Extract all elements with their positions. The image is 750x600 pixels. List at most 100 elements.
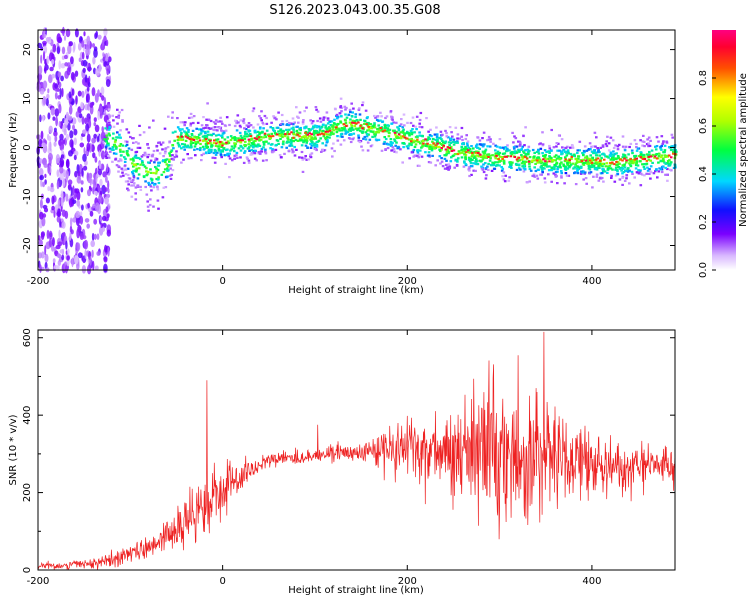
spectrogram-cell: [358, 113, 362, 116]
spectrogram-cell: [520, 147, 524, 150]
spectrogram-cell: [148, 126, 151, 129]
spectrogram-cell: [482, 163, 485, 166]
spectrogram-cell: [365, 135, 369, 138]
spectrogram-cell: [301, 158, 305, 161]
spectrogram-cell: [571, 145, 574, 148]
spectrogram-cell: [406, 121, 409, 124]
spectrogram-noise-blob: [45, 37, 51, 42]
spectrogram-cell: [123, 164, 127, 167]
spectrogram-cell: [155, 157, 159, 161]
spectrogram-cell: [443, 154, 446, 157]
spectrogram-cell: [527, 153, 530, 156]
spectrogram-cell: [282, 133, 286, 136]
spectrogram-cell: [454, 141, 458, 144]
spectrogram-cell: [546, 157, 550, 160]
spectrogram-cell: [254, 139, 257, 142]
spectrogram-cell: [655, 168, 658, 171]
colorbar-tick-label: 0.4: [698, 166, 709, 182]
spectrogram-cell: [191, 129, 195, 132]
spectrogram-peak-cell: [215, 142, 218, 145]
spectrogram-cell: [114, 147, 118, 150]
spectrogram-cell: [320, 125, 324, 128]
spectrogram-cell: [481, 137, 484, 140]
spectrogram-noise-blob: [61, 209, 66, 217]
spectrogram-noise-blob: [94, 156, 98, 163]
spectrogram-cell: [233, 136, 236, 139]
spectrogram-cell: [217, 147, 221, 150]
spectrogram-cell: [374, 138, 378, 141]
spectrogram-cell: [357, 134, 360, 137]
spectrogram-cell: [470, 150, 473, 153]
spectrogram-noise-blob: [67, 179, 73, 185]
spectrogram-noise-blob: [44, 253, 49, 263]
spectrogram-cell: [491, 164, 494, 167]
spectrogram-cell: [379, 119, 382, 122]
spectrogram-noise-blob: [47, 165, 50, 174]
spectrogram-cell: [370, 127, 374, 130]
spectrogram-cell: [184, 121, 187, 124]
spectrogram-cell: [207, 127, 210, 130]
spectrogram-cell: [116, 108, 119, 111]
spectrogram-cell: [446, 166, 449, 169]
spectrogram-cell: [519, 168, 522, 171]
spectrogram-cell: [195, 136, 198, 139]
spectrogram-cell: [661, 159, 665, 162]
spectrogram-cell: [402, 142, 405, 145]
spectrogram-cell: [600, 156, 603, 159]
spectrogram-cell: [416, 154, 419, 157]
spectrogram-cell: [189, 136, 193, 139]
spectrogram-cell: [526, 181, 529, 184]
spectrogram-cell: [121, 120, 124, 123]
spectrogram-cell: [571, 162, 574, 165]
spectrogram-cell: [654, 145, 657, 148]
spectrogram-cell: [352, 107, 355, 110]
spectrogram-cell: [331, 125, 334, 128]
spectrogram-cell: [597, 150, 600, 153]
spectrogram-noise-blob: [72, 124, 75, 131]
spectrogram-cell: [395, 151, 398, 154]
spectrogram-noise-blob: [91, 249, 94, 258]
spectrogram-cell: [487, 153, 491, 156]
spectrogram-cell: [304, 125, 308, 129]
spectrogram-cell: [142, 154, 145, 157]
spectrogram-noise-blob: [77, 90, 82, 97]
spectrogram-cell: [362, 137, 365, 140]
spectrogram-cell: [606, 171, 609, 174]
spectrogram-cell: [165, 163, 169, 166]
spectrogram-cell: [594, 151, 597, 154]
spectrogram-cell: [247, 129, 250, 132]
spectrogram-cell: [269, 126, 272, 129]
spectrogram-cell: [365, 132, 369, 136]
spectrogram-noise-blob: [68, 41, 72, 47]
spectrogram-noise-blob: [67, 44, 72, 55]
spectrogram-peak-cell: [544, 160, 547, 163]
spectrogram-cell: [192, 121, 195, 125]
spectrogram-cell: [592, 145, 595, 148]
spectrogram-cell: [649, 139, 652, 142]
spectrogram-cell: [175, 155, 179, 158]
spectrogram-noise-blob: [75, 111, 80, 118]
spectrogram-noise-blob: [45, 98, 49, 107]
spectrogram-cell: [114, 145, 118, 148]
spectrogram-cell: [357, 127, 360, 130]
colorbar-tick-label: 0.0: [698, 262, 709, 278]
spectrogram-cell: [606, 167, 610, 170]
spectrogram-cell: [528, 165, 531, 168]
spectrogram-cell: [595, 157, 598, 160]
spectrogram-cell: [292, 128, 295, 131]
spectrogram-cell: [474, 162, 478, 166]
spectrogram-cell: [556, 149, 559, 152]
spectrogram-cell: [309, 155, 312, 158]
spectrogram-cell: [127, 154, 130, 157]
spectrogram-cell: [585, 155, 589, 158]
spectrogram-cell: [379, 129, 383, 132]
spectrogram-cell: [221, 122, 224, 125]
spectrogram-peak-cell: [320, 132, 324, 135]
spectrogram-cell: [439, 162, 442, 165]
spectrogram-cell: [187, 128, 190, 132]
spectrogram-cell: [393, 130, 397, 133]
spectrogram-cell: [541, 161, 544, 164]
spectrogram-noise-blob: [49, 237, 52, 248]
spectrogram-noise-blob: [49, 232, 53, 238]
spectrogram-peak-cell: [525, 157, 529, 160]
